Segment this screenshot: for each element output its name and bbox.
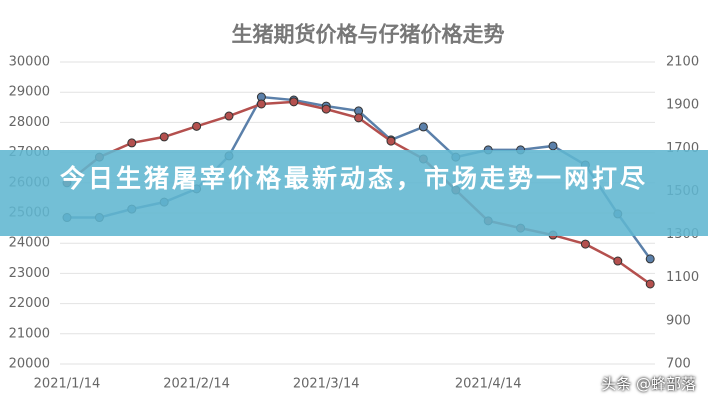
y-tick-label: 20000 — [9, 357, 50, 372]
y-tick-label: 30000 — [9, 55, 50, 70]
y-tick-label: 21000 — [9, 326, 50, 341]
point — [613, 256, 623, 266]
point — [192, 121, 202, 131]
point — [645, 279, 655, 289]
y-tick-label: 23000 — [9, 266, 50, 281]
y-tick-label: 22000 — [9, 296, 50, 311]
y2-tick-label: 1100 — [666, 270, 699, 285]
point — [354, 113, 364, 123]
point — [418, 122, 428, 132]
point — [645, 254, 655, 264]
point — [386, 136, 396, 146]
y-tick-label: 24000 — [9, 236, 50, 251]
y-tick-label: 28000 — [9, 115, 50, 130]
point — [159, 132, 169, 142]
y2-tick-label: 900 — [666, 313, 691, 328]
point — [127, 138, 137, 148]
point — [580, 239, 590, 249]
x-tick-label: 2021/1/14 — [34, 377, 101, 392]
point — [224, 111, 234, 121]
y2-tick-label: 1900 — [666, 98, 699, 113]
point — [256, 99, 266, 109]
point — [289, 97, 299, 107]
chart-title: 生猪期货价格与仔猪价格走势 — [232, 22, 505, 47]
point — [321, 104, 331, 114]
banner-text: 今日生猪屠宰价格最新动态，市场走势一网打尽 — [59, 164, 648, 193]
y2-tick-label: 700 — [666, 357, 691, 372]
y2-tick-label: 2100 — [666, 55, 699, 70]
x-tick-label: 2021/3/14 — [293, 377, 360, 392]
point — [548, 141, 558, 151]
banner: 今日生猪屠宰价格最新动态，市场走势一网打尽 — [0, 150, 708, 236]
y-tick-label: 29000 — [9, 85, 50, 100]
x-tick-label: 2021/2/14 — [163, 377, 230, 392]
watermark: 头条 @蜂部落 — [601, 375, 696, 393]
x-tick-label: 2021/4/14 — [455, 377, 522, 392]
